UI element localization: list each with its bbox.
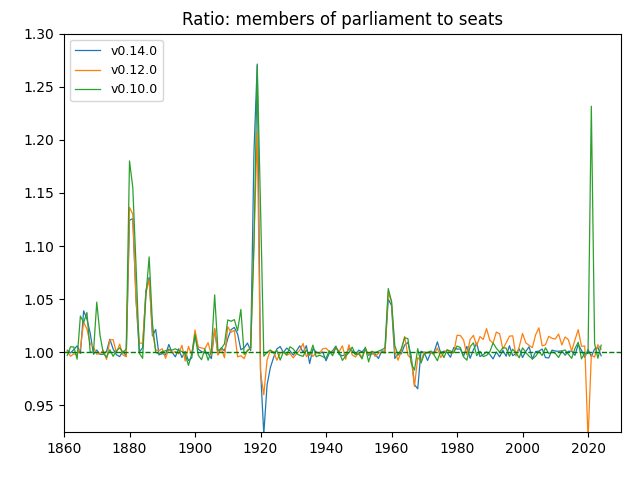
v0.10.0 — [63, 353, 71, 359]
v0.14.0 — [145, 275, 153, 280]
Line: v0.12.0: v0.12.0 — [67, 132, 601, 440]
v0.10.0 — [578, 356, 586, 361]
v0.12.0 — [283, 352, 291, 358]
v0.12.0 — [145, 276, 153, 282]
Line: v0.14.0: v0.14.0 — [67, 64, 601, 434]
v0.12.0 — [597, 346, 605, 352]
v0.12.0 — [574, 327, 582, 333]
v0.12.0 — [584, 437, 592, 443]
v0.10.0 — [145, 254, 153, 260]
Legend: v0.14.0, v0.12.0, v0.10.0: v0.14.0, v0.12.0, v0.10.0 — [70, 40, 163, 101]
v0.12.0 — [456, 333, 464, 338]
v0.10.0 — [253, 62, 261, 68]
v0.12.0 — [479, 336, 487, 342]
v0.14.0 — [597, 353, 605, 359]
v0.10.0 — [597, 342, 605, 348]
Line: v0.10.0: v0.10.0 — [67, 65, 601, 370]
v0.14.0 — [260, 431, 268, 437]
v0.14.0 — [483, 349, 490, 355]
v0.14.0 — [460, 353, 467, 359]
v0.14.0 — [578, 348, 586, 353]
v0.14.0 — [286, 348, 294, 354]
v0.10.0 — [283, 352, 291, 358]
v0.10.0 — [460, 354, 467, 360]
v0.14.0 — [63, 348, 71, 353]
v0.10.0 — [483, 352, 490, 358]
v0.10.0 — [322, 356, 330, 361]
v0.10.0 — [411, 367, 419, 373]
v0.12.0 — [322, 345, 330, 351]
v0.14.0 — [326, 350, 333, 356]
v0.12.0 — [63, 348, 71, 354]
Title: Ratio: members of parliament to seats: Ratio: members of parliament to seats — [182, 11, 503, 29]
v0.12.0 — [253, 129, 261, 135]
v0.14.0 — [253, 61, 261, 67]
